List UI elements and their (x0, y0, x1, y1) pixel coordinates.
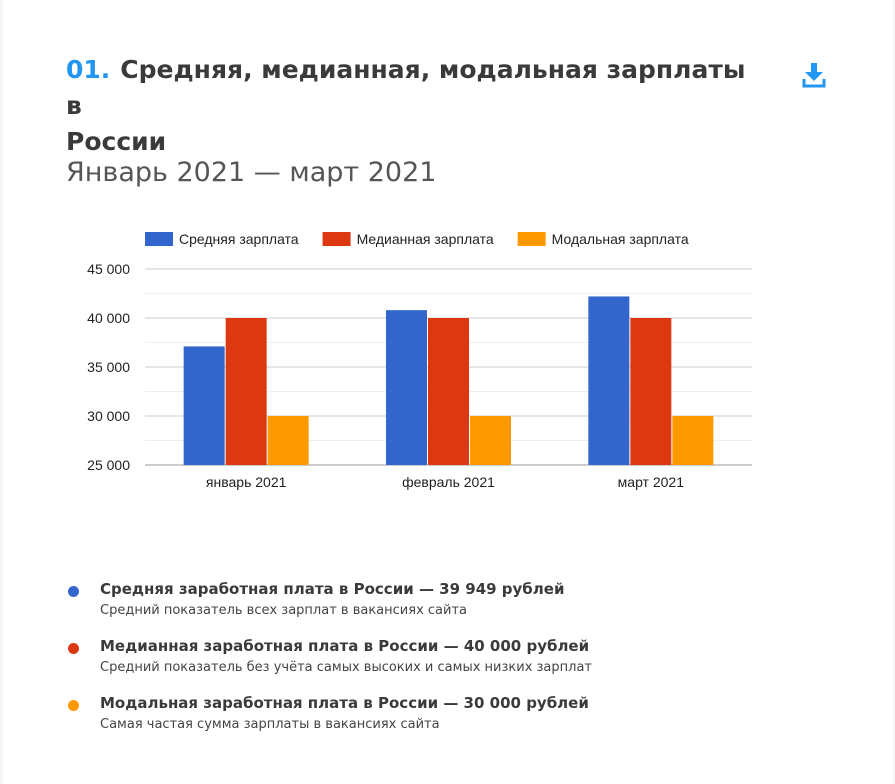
note-desc-median: Средний показатель без учёта самых высок… (100, 660, 592, 675)
y-tick-label: 25 000 (87, 457, 130, 473)
bar (428, 318, 469, 465)
notes-list: Средняя заработная плата в России — 39 9… (66, 578, 846, 749)
bar (386, 310, 427, 465)
note-title-modal: Модальная заработная плата в России — 30… (100, 694, 589, 712)
chart-legend: Средняя зарплата Медианная зарплата Модаль… (145, 231, 689, 247)
x-axis: январь 2021 февраль 2021 март 2021 (206, 474, 684, 490)
legend-swatch (145, 232, 173, 246)
title-line-2: России (66, 127, 167, 156)
bar (267, 416, 309, 465)
download-icon (802, 63, 826, 88)
y-axis: 45 000 40 000 35 000 30 000 25 000 (87, 261, 130, 473)
note-median: Медианная заработная плата в России — 40… (66, 635, 846, 692)
y-tick-label: 30 000 (87, 408, 130, 424)
page-subtitle: Январь 2021 — март 2021 (66, 157, 437, 188)
note-title-median: Медианная заработная плата в России — 40… (100, 637, 590, 655)
note-desc-modal: Самая частая сумма зарплаты в вакансиях … (100, 717, 440, 732)
note-desc-average: Средний показатель всех зарплат в ваканс… (100, 603, 467, 618)
note-bullet-modal (68, 700, 79, 711)
note-bullet-average (68, 586, 79, 597)
bar (588, 296, 630, 465)
bar (630, 318, 672, 465)
download-button[interactable] (802, 62, 826, 88)
note-bullet-median (68, 643, 79, 654)
page-title: 01. Средняя, медианная, модальная зарплат… (66, 52, 766, 124)
note-average: Средняя заработная плата в России — 39 9… (66, 578, 846, 635)
chart-heading: 01. Средняя, медианная, модальная зарплат… (66, 52, 766, 189)
bar (183, 346, 225, 465)
x-tick-label: март 2021 (618, 474, 685, 490)
bar (470, 416, 511, 465)
note-title-average: Средняя заработная плата в России — 39 9… (100, 580, 565, 598)
y-tick-label: 45 000 (87, 261, 130, 277)
chart-number: 01. (66, 55, 111, 84)
legend-label: Модальная зарплата (552, 231, 689, 247)
bar (672, 416, 714, 465)
legend-label: Медианная зарплата (357, 231, 494, 247)
title-line-1: Средняя, медианная, модальная зарплаты в (66, 55, 746, 120)
y-tick-label: 35 000 (87, 359, 130, 375)
bar-chart: Средняя зарплата Медианная зарплата Модаль… (87, 231, 752, 490)
chart-bars (183, 296, 714, 465)
y-tick-label: 40 000 (87, 310, 130, 326)
legend-label: Средняя зарплата (179, 231, 299, 247)
note-modal: Модальная заработная плата в России — 30… (66, 692, 846, 749)
x-tick-label: январь 2021 (206, 474, 287, 490)
legend-swatch (517, 232, 546, 246)
x-tick-label: февраль 2021 (402, 474, 495, 490)
legend-swatch (322, 232, 351, 246)
bar (225, 318, 267, 465)
